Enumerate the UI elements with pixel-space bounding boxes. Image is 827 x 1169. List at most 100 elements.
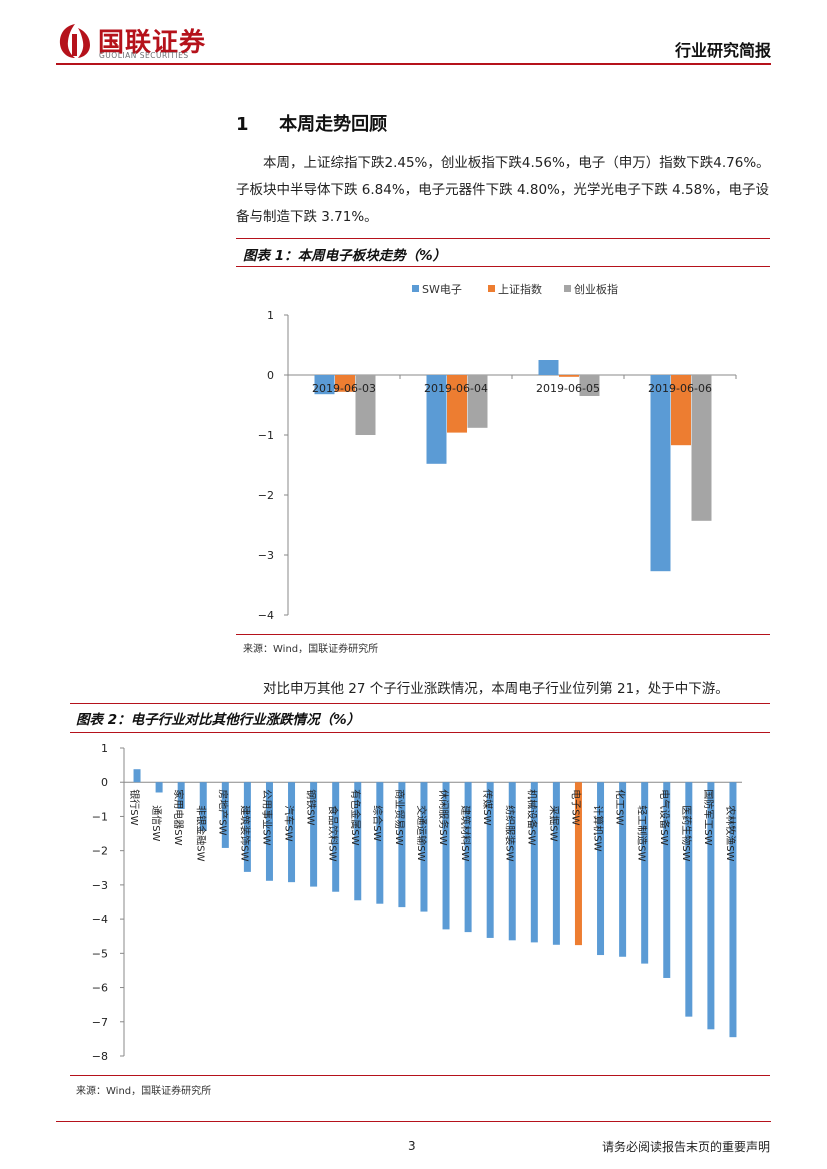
comparison-paragraph: 对比申万其他 27 个子行业涨跌情况，本周电子行业位列第 21，处于中下游。: [236, 676, 770, 703]
x-category-label: 休闲服务SW: [437, 789, 450, 845]
figure2-title: 图表 2：电子行业对比其他行业涨跌情况（%）: [76, 712, 361, 728]
x-category-label: 机械设备SW: [525, 789, 538, 845]
x-category-label: 综合SW: [371, 805, 384, 841]
bar-2: [177, 782, 185, 809]
x-category-label: 食品饮料SW: [327, 805, 340, 861]
bar-0: [133, 769, 141, 783]
y-tick-label: −3: [92, 879, 108, 892]
bar-23: [641, 782, 649, 964]
bar-11: [376, 782, 384, 904]
company-logo: 国联证券 GUOLIAN SECURITIES: [58, 20, 258, 64]
bar-4: [221, 782, 229, 848]
bar-0-0: [314, 375, 335, 395]
x-category-label: 采掘SW: [547, 805, 560, 841]
intro-paragraph: 本周，上证综指下跌2.45%，创业板指下跌4.56%，电子（申万）指数下跌4.7…: [236, 150, 770, 231]
y-tick-label: −5: [92, 947, 108, 960]
x-category-label: 纺织服装SW: [503, 805, 516, 861]
bar-20: [574, 782, 582, 946]
x-category-label: 房地产SW: [216, 789, 229, 835]
bar-16: [486, 782, 494, 938]
bar-1-0: [426, 375, 447, 464]
bar-26: [707, 782, 715, 1030]
y-tick-label: −4: [258, 609, 274, 622]
bar-1-2: [467, 375, 488, 428]
bar-15: [464, 782, 472, 933]
logo-text-en: GUOLIAN SECURITIES: [99, 51, 189, 60]
figure2-source: 来源：Wind，国联证券研究所: [76, 1086, 212, 1097]
figure1-title-rule: [236, 266, 770, 267]
figure1-bottom-rule: [236, 634, 770, 635]
y-tick-label: 1: [267, 309, 274, 322]
x-category-label: 农林牧渔SW: [724, 805, 737, 861]
bar-0-2: [355, 375, 376, 435]
bar-3-2: [691, 375, 712, 521]
bar-14: [442, 782, 450, 930]
bar-27: [729, 782, 737, 1038]
figure1-source: 来源：Wind，国联证券研究所: [243, 644, 379, 655]
x-category-label: 传媒SW: [481, 789, 493, 825]
x-category-label: 2019-06-06: [648, 382, 712, 395]
bar-3-1: [671, 375, 691, 446]
legend-label-0: SW电子: [422, 283, 462, 296]
bar-0-1: [335, 375, 355, 392]
y-tick-label: −3: [258, 549, 274, 562]
bar-18: [530, 782, 538, 943]
x-category-label: 轻工制造SW: [636, 805, 649, 861]
page-number: 3: [408, 1139, 416, 1153]
bar-17: [508, 782, 516, 941]
bar-21: [597, 782, 605, 956]
x-category-label: 建筑材料SW: [459, 805, 472, 861]
comparison-paragraph-text: 对比申万其他 27 个子行业涨跌情况，本周电子行业位列第 21，处于中下游。: [263, 681, 729, 697]
bar-1: [155, 782, 163, 793]
y-tick-label: −8: [92, 1050, 108, 1063]
bar-22: [619, 782, 627, 957]
x-category-label: 通信SW: [150, 805, 162, 841]
legend-swatch-2: [564, 285, 571, 292]
x-category-label: 电气设备SW: [658, 789, 671, 845]
x-category-label: 有色金属SW: [349, 789, 362, 845]
legend-swatch-0: [412, 285, 419, 292]
x-category-label: 非银金融SW: [194, 805, 207, 861]
bar-2-2: [579, 375, 600, 396]
x-category-label: 钢铁SW: [305, 789, 318, 825]
figure2-title-rule: [70, 732, 770, 733]
y-tick-label: −4: [92, 913, 108, 926]
y-tick-label: 0: [101, 776, 108, 789]
bar-1-1: [447, 375, 467, 433]
legend-swatch-1: [488, 285, 495, 292]
x-category-label: 家用电器SW: [172, 789, 185, 845]
bar-2-0: [538, 360, 559, 375]
daily-trend-chart: SW电子 上证指数 创业板指 1 0 −1 −2 −3 −4 2019-06-03 2019-06-…: [258, 282, 737, 622]
x-category-label: 2019-06-03: [312, 382, 376, 395]
footer-divider: [56, 1121, 771, 1122]
bar-2-1: [559, 375, 579, 377]
bar-9: [332, 782, 340, 892]
logo-mark-icon: [59, 24, 90, 58]
bar-8: [310, 782, 318, 887]
y-tick-label: 0: [267, 369, 274, 382]
bar-19: [552, 782, 560, 945]
bar-5: [243, 782, 251, 872]
bar-3: [199, 782, 207, 831]
y-tick-label: −6: [92, 982, 108, 995]
bar-24: [663, 782, 671, 978]
bar-7: [288, 782, 296, 883]
x-category-label: 公用事业SW: [260, 789, 273, 845]
bar-6: [265, 782, 273, 881]
logo-text-cn: 国联证券: [98, 28, 207, 58]
legend-label-1: 上证指数: [498, 282, 542, 296]
y-tick-label: 1: [101, 742, 108, 755]
intro-paragraph-text: 本周，上证综指下跌2.45%，创业板指下跌4.56%，电子（申万）指数下跌4.7…: [236, 155, 770, 225]
figure2-bottom-rule: [70, 1075, 770, 1076]
x-category-label: 交通运输SW: [415, 805, 428, 861]
bar-12: [398, 782, 406, 908]
y-tick-label: −1: [92, 810, 108, 823]
legend-label-2: 创业板指: [574, 282, 618, 296]
figure1-title: 图表 1：本周电子板块走势（%）: [243, 248, 447, 264]
x-category-label: 建筑装饰SW: [238, 805, 251, 861]
x-category-label: 医药生物SW: [680, 805, 693, 861]
y-tick-label: −2: [92, 845, 108, 858]
x-category-label: 商业贸易SW: [393, 789, 406, 845]
y-tick-label: −1: [258, 429, 274, 442]
footer-disclaimer: 请务必阅读报告末页的重要声明: [601, 1140, 770, 1154]
